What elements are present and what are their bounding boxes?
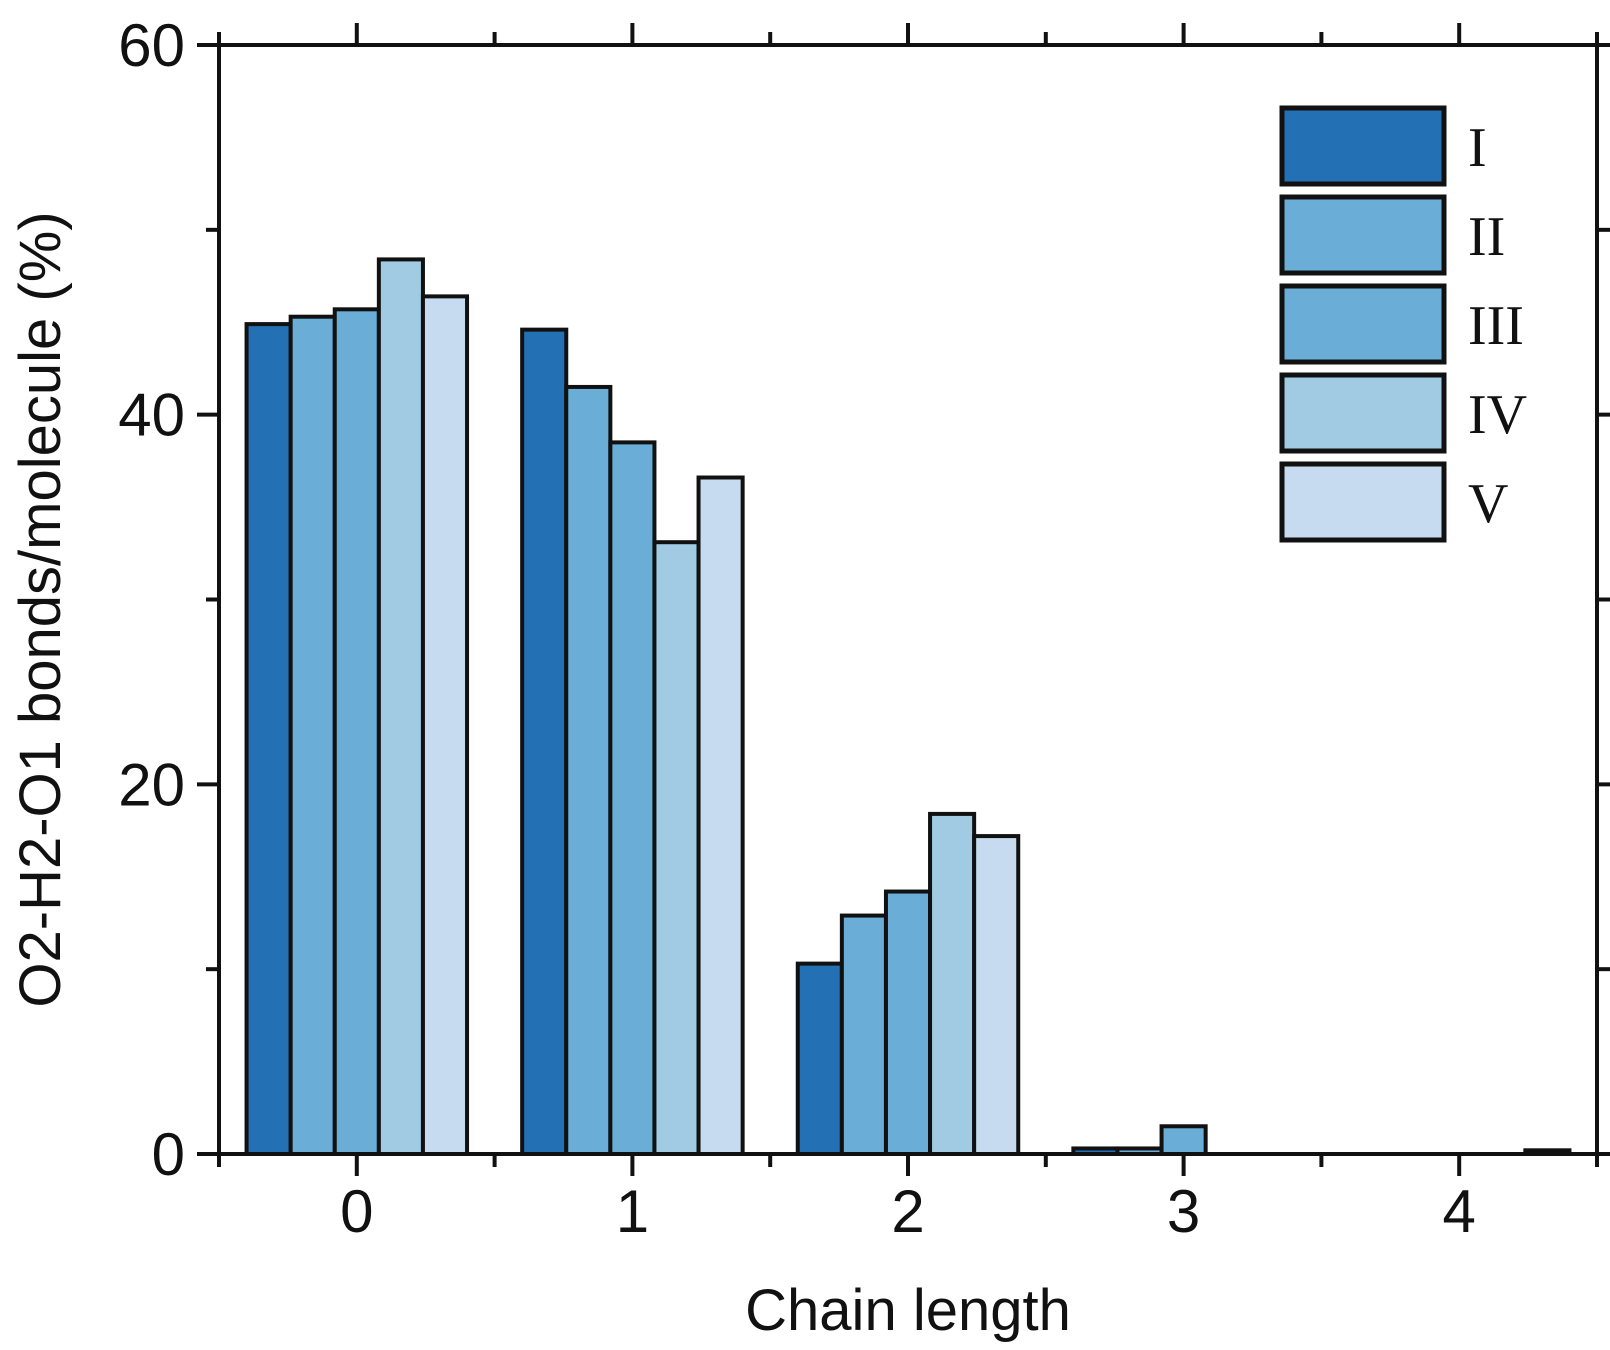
legend-swatch-V: [1279, 461, 1447, 543]
bar-III-3: [1159, 1124, 1208, 1157]
legend-swatch-III: [1279, 283, 1447, 365]
bar-IV-2: [928, 811, 977, 1156]
x-tick-label: 3: [1167, 1178, 1200, 1245]
legend-label-V: V: [1468, 473, 1508, 535]
x-tick-label: 1: [616, 1178, 649, 1245]
bar-IV-0: [376, 257, 425, 1156]
legend-label-IV: IV: [1468, 384, 1527, 446]
x-tick-label: 2: [891, 1178, 924, 1245]
bar-III-1: [608, 440, 657, 1156]
legend-swatch-I: [1279, 105, 1447, 187]
bar-III-0: [332, 307, 381, 1157]
bar-II-2: [839, 913, 888, 1156]
legend-label-II: II: [1468, 206, 1505, 268]
bar-I-2: [795, 961, 844, 1156]
y-tick-label: 40: [118, 382, 185, 449]
bar-I-0: [244, 322, 293, 1156]
legend-label-III: III: [1468, 295, 1524, 357]
bar-V-1: [696, 475, 745, 1156]
bar-II-0: [288, 314, 337, 1156]
bar-V-0: [420, 294, 470, 1156]
bar-III-2: [883, 889, 933, 1157]
legend-swatch-II: [1279, 194, 1447, 276]
legend-label-I: I: [1468, 117, 1487, 179]
legend-swatch-IV: [1279, 372, 1447, 454]
y-tick-label: 20: [118, 751, 185, 818]
y-axis-title: O2-H2-O1 bonds/molecule (%): [8, 211, 73, 1007]
bar-V-2: [972, 834, 1021, 1156]
y-tick-label: 0: [152, 1121, 185, 1188]
bars-layer: [244, 257, 1572, 1157]
bar-IV-1: [652, 540, 701, 1156]
x-axis-title: Chain length: [745, 1278, 1071, 1343]
y-tick-label: 60: [118, 12, 185, 79]
bar-I-1: [520, 327, 569, 1157]
x-tick-label: 4: [1443, 1178, 1476, 1245]
x-tick-label: 0: [340, 1178, 373, 1245]
bar-II-1: [564, 384, 613, 1157]
ticks-layer: 0 20 40 60 0 1 2 3 4: [118, 12, 1610, 1245]
